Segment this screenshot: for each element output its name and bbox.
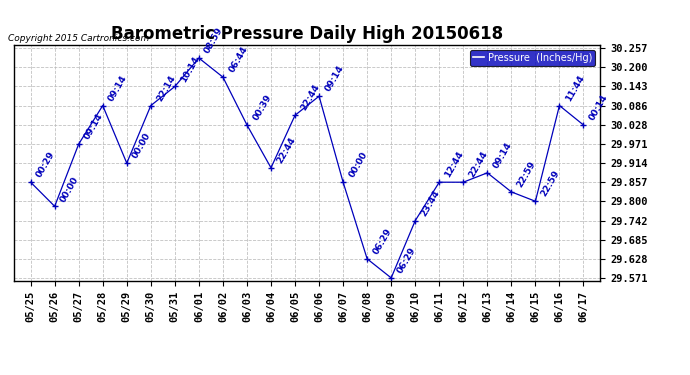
Text: 09:14: 09:14 bbox=[323, 64, 346, 93]
Text: 22:44: 22:44 bbox=[299, 83, 322, 112]
Text: 00:00: 00:00 bbox=[59, 175, 81, 204]
Text: 22:44: 22:44 bbox=[467, 150, 490, 179]
Legend: Pressure  (Inches/Hg): Pressure (Inches/Hg) bbox=[470, 50, 595, 66]
Text: 12:44: 12:44 bbox=[444, 150, 466, 179]
Text: 06:44: 06:44 bbox=[227, 45, 249, 74]
Text: 06:29: 06:29 bbox=[371, 227, 393, 256]
Text: 09:14: 09:14 bbox=[107, 74, 129, 103]
Text: 00:29: 00:29 bbox=[34, 150, 57, 179]
Text: 00:00: 00:00 bbox=[347, 151, 369, 179]
Text: 10:14: 10:14 bbox=[179, 54, 201, 84]
Text: 22:14: 22:14 bbox=[155, 74, 177, 103]
Text: 22:59: 22:59 bbox=[540, 169, 562, 198]
Text: 06:29: 06:29 bbox=[395, 246, 417, 275]
Text: 00:00: 00:00 bbox=[131, 132, 152, 160]
Text: 09:14: 09:14 bbox=[491, 141, 513, 170]
Text: 00:14: 00:14 bbox=[588, 93, 610, 122]
Text: 23:44: 23:44 bbox=[420, 188, 442, 218]
Text: 00:39: 00:39 bbox=[251, 93, 273, 122]
Text: Copyright 2015 Cartronics.com: Copyright 2015 Cartronics.com bbox=[8, 34, 149, 43]
Text: 08:59: 08:59 bbox=[203, 26, 225, 55]
Title: Barometric Pressure Daily High 20150618: Barometric Pressure Daily High 20150618 bbox=[111, 26, 503, 44]
Text: 11:44: 11:44 bbox=[564, 73, 586, 103]
Text: 22:59: 22:59 bbox=[515, 160, 538, 189]
Text: 09:14: 09:14 bbox=[83, 112, 105, 141]
Text: 22:44: 22:44 bbox=[275, 135, 297, 165]
